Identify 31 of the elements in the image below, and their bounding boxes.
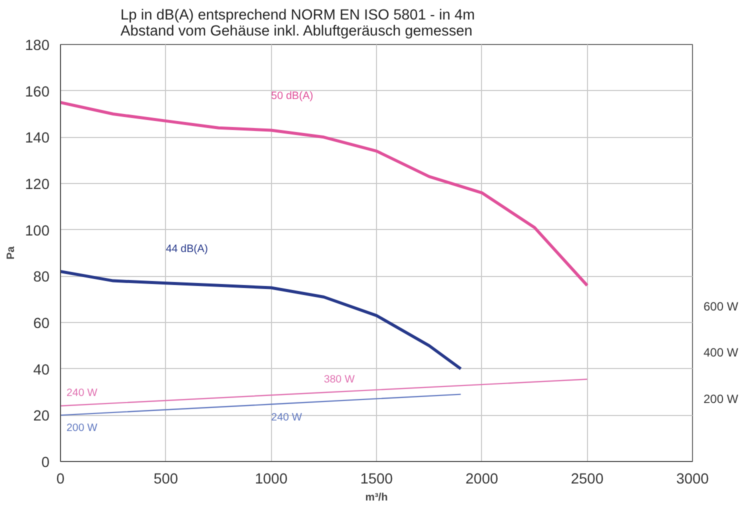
x-tick-label: 0 [56,472,65,488]
x-tick-label: 2000 [466,472,498,488]
y-tick-label: 80 [33,270,50,286]
x-tick-label: 2500 [570,472,604,488]
x-axis-title: m³/h [365,492,388,504]
annotation: 240 W [66,386,98,399]
x-tick-label: 1000 [254,472,288,488]
y2-tick-label: 200 W [704,392,739,406]
y-tick-label: 140 [25,130,50,147]
y-tick-label: 40 [33,362,50,378]
y-tick-label: 120 [25,177,50,193]
y-tick-label: 160 [25,84,50,100]
chart-title: Lp in dB(A) entsprechend NORM EN ISO 5801 - in 4m Abstand vom Gehäuse inkl. Abluftgeräusch gemessen [120,8,475,40]
x-tick-label: 3000 [676,472,709,488]
x-tick-label: 1500 [360,472,393,488]
y2-tick-label: 600 W [704,299,739,314]
y-tick-label: 20 [33,408,50,425]
y-tick-label: 60 [33,316,50,332]
y-axis-title: Pa [5,246,18,260]
line-series [60,270,462,370]
annotation: 200 W [66,422,98,434]
annotation: 50 dB(A) [271,90,314,102]
annotation: 380 W [324,373,356,386]
y-tick-label: 0 [41,455,50,471]
y-tick-label: 100 [25,223,50,240]
line-series [60,100,589,287]
annotation: 240 W [271,411,303,424]
y2-tick-label: 400 W [704,346,739,360]
y-tick-label: 180 [25,38,50,54]
x-tick-label: 500 [154,472,178,488]
annotation: 44 dB(A) [166,243,208,256]
